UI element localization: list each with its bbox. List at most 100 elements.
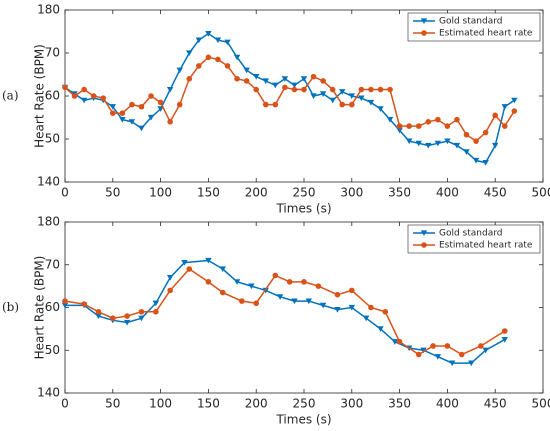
data-point [215,56,221,63]
x-tick-label: 350 [388,186,411,200]
data-point [176,101,183,108]
data-point [243,78,250,84]
data-point [243,67,250,74]
data-point [492,112,499,119]
data-point [349,101,355,108]
legend-label: Estimated heart rate [439,29,533,39]
data-point [319,91,327,97]
x-tick-label: 0 [61,397,69,411]
legend-box [407,224,541,254]
data-point [110,315,116,321]
data-point [415,351,422,358]
x-tick-label: 450 [484,186,507,200]
data-point [176,67,183,74]
data-point [195,37,203,44]
data-point [377,86,384,93]
data-point [425,119,432,125]
x-tick-label: 350 [388,397,411,411]
data-point [339,89,346,95]
data-point [129,101,135,108]
data-point [320,78,326,84]
data-point [358,86,365,93]
x-tick-label: 300 [340,186,363,200]
data-point [61,302,69,309]
data-point [368,304,374,311]
legend-marker [420,230,428,236]
data-point [386,117,394,123]
data-point [219,266,226,273]
data-point [482,160,489,166]
data-point [453,142,461,149]
data-point [62,84,68,91]
data-point [444,123,451,129]
data-point [282,84,288,91]
data-point [205,279,212,285]
data-point [310,73,317,80]
data-point [166,274,174,281]
data-point [310,93,317,99]
data-point [95,308,102,315]
data-point [444,343,451,349]
data-point [138,315,145,322]
data-point [90,93,97,99]
x-tick-label: 400 [436,397,459,411]
data-point [501,123,508,129]
x-tick-label: 200 [245,186,268,200]
data-point [501,104,508,110]
data-point [348,93,355,99]
data-point [501,328,508,334]
data-point [291,298,298,305]
x-tick-label: 0 [61,186,69,200]
series-line [64,268,506,356]
legend-marker [421,30,427,36]
data-point [300,76,308,82]
data-point [138,125,145,132]
data-point [454,116,460,123]
legend-label: Estimated heart rate [439,241,533,251]
data-point [181,260,188,266]
data-point [196,63,202,69]
data-point [71,93,78,99]
data-point [95,313,102,320]
data-point [128,119,136,125]
data-point [382,308,389,315]
data-point [186,266,193,272]
data-point [152,300,160,307]
legend-marker [421,242,427,248]
data-point [415,140,422,147]
x-tick-label: 500 [532,186,550,200]
x-tick-label: 250 [293,397,316,411]
series-line [65,259,506,364]
data-point [405,138,413,145]
x-tick-label: 400 [436,186,459,200]
data-point [167,119,173,125]
y-tick-label: 180 [37,3,60,17]
data-point [468,360,475,367]
data-point [281,76,289,82]
data-point [100,95,107,101]
x-tick-label: 50 [105,397,120,411]
data-point [138,308,145,315]
x-tick-label: 250 [293,186,316,200]
data-point [358,95,365,102]
data-point [81,301,87,307]
data-point [153,308,159,315]
y-tick-label: 70 [45,46,60,60]
data-point [430,343,436,349]
data-point [425,142,432,149]
y-tick-label: 180 [37,215,60,229]
data-point [319,302,327,309]
data-point [334,307,341,313]
data-point [80,97,88,104]
legend-label: Gold standard [439,17,502,27]
data-point [186,76,193,82]
data-point [329,86,336,93]
x-tick-label: 300 [340,397,363,411]
data-point [463,149,470,155]
data-point [109,104,116,110]
data-point [434,354,442,360]
data-point [119,117,126,123]
data-point [482,129,489,136]
x-axis-label: Times (s) [275,202,331,216]
